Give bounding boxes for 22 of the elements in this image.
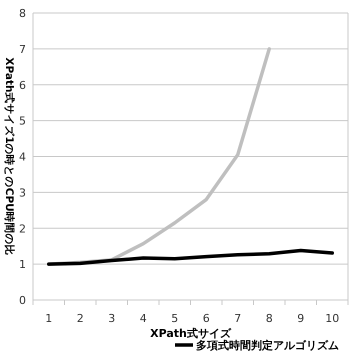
x-tick-label: 6 xyxy=(202,312,210,325)
y-tick-label: 6 xyxy=(19,78,26,92)
y-axis-title: XPath式サイズ1の時とのCPU時間の比 xyxy=(3,57,16,256)
x-tick-label: 7 xyxy=(234,312,242,325)
y-tick-label: 5 xyxy=(19,114,26,128)
y-tick-label: 7 xyxy=(19,42,26,56)
y-tick-label: 8 xyxy=(19,7,26,20)
x-tick-label: 4 xyxy=(140,312,147,325)
x-axis-title: XPath式サイズ xyxy=(150,327,232,340)
x-tick-label: 3 xyxy=(108,312,116,325)
y-tick-label: 1 xyxy=(19,258,26,272)
x-tick-label: 5 xyxy=(171,312,178,325)
x-tick-label: 2 xyxy=(76,312,84,325)
legend: 多項式時間判定アルゴリズム xyxy=(175,339,339,352)
y-tick-label: 4 xyxy=(19,150,26,164)
x-tick-label: 8 xyxy=(266,312,273,325)
x-tick-label: 10 xyxy=(325,312,340,325)
x-tick-label: 1 xyxy=(45,312,52,325)
y-tick-label: 2 xyxy=(19,222,26,236)
y-tick-label: 3 xyxy=(19,186,26,200)
x-tick-label: 9 xyxy=(297,312,304,325)
y-tick-label: 0 xyxy=(19,294,26,307)
